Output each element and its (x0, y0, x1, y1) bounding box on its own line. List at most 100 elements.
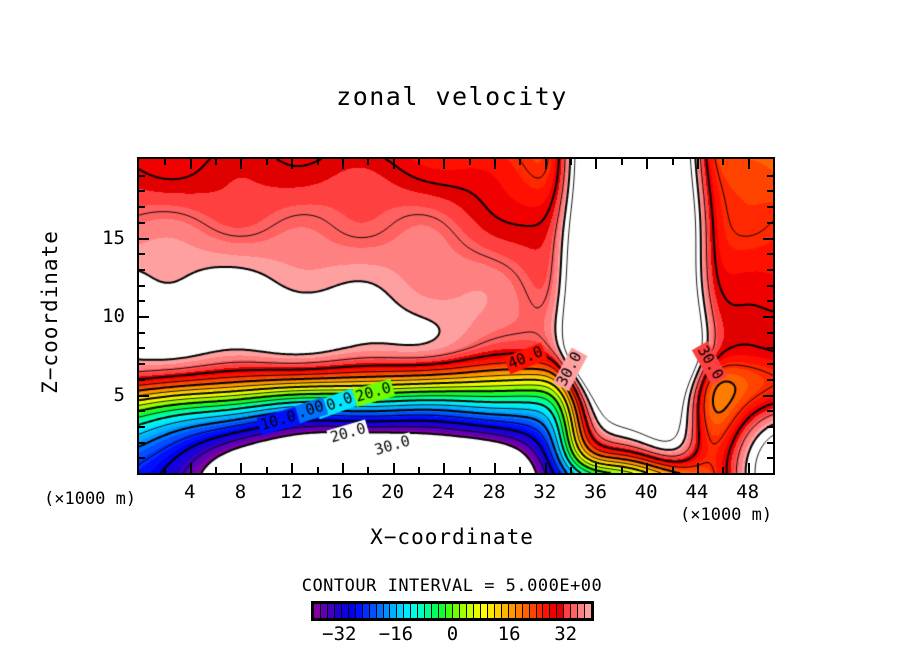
x-axis-minor-tick (671, 159, 674, 165)
x-axis-minor-tick (620, 467, 623, 473)
x-axis-tick (341, 463, 344, 473)
y-axis-minor-tick (767, 206, 773, 209)
x-axis-tick-label: 4 (183, 481, 196, 503)
y-axis-tick-label: 15 (102, 226, 125, 249)
page-title: zonal velocity (336, 82, 568, 111)
colorbar-segment (536, 604, 544, 618)
x-axis-tick (240, 159, 243, 169)
y-axis-tick (139, 316, 149, 318)
colorbar-segment (453, 604, 461, 618)
x-axis-minor-tick (265, 159, 268, 165)
colorbar-segment (439, 604, 447, 618)
colorbar-segment (480, 604, 488, 618)
colorbar (311, 601, 594, 621)
colorbar-gradient (314, 604, 592, 618)
x-axis-tick (392, 159, 395, 169)
x-axis-minor-tick (519, 467, 522, 473)
y-axis-minor-tick (767, 331, 773, 334)
x-axis-tick-label: 32 (533, 481, 557, 503)
y-axis-minor-tick (139, 410, 145, 413)
x-axis-tick (443, 463, 446, 473)
x-axis-minor-tick (773, 159, 775, 165)
y-axis-minor-tick (767, 363, 773, 366)
colorbar-segment (327, 604, 335, 618)
x-axis-tick-label: 20 (381, 481, 405, 503)
contour-plot-area (137, 157, 775, 475)
x-axis-unit-note-left: (×1000 m) (44, 489, 137, 509)
colorbar-segment (473, 604, 481, 618)
colorbar-segment (501, 604, 509, 618)
x-axis-minor-tick (417, 467, 420, 473)
x-axis-minor-tick (367, 159, 370, 165)
x-axis-tick-label: 44 (685, 481, 709, 503)
x-axis-minor-tick (164, 159, 167, 165)
colorbar-segment (397, 604, 405, 618)
y-axis-minor-tick (139, 363, 145, 366)
y-axis-minor-tick (139, 221, 145, 224)
colorbar-segment (341, 604, 349, 618)
colorbar-segment (557, 604, 565, 618)
x-axis-tick (240, 463, 243, 473)
colorbar-segment (460, 604, 467, 618)
colorbar-segment (418, 604, 426, 618)
colorbar-segment (334, 604, 342, 618)
x-axis-unit-note-right: (×1000 m) (680, 505, 773, 525)
colorbar-segment (355, 604, 363, 618)
y-axis-minor-tick (767, 268, 773, 271)
contour-interval-label: CONTOUR INTERVAL = 5.000E+00 (301, 576, 603, 596)
x-axis-tick (595, 159, 598, 169)
x-axis-tick (747, 159, 750, 169)
x-axis-minor-tick (773, 467, 775, 473)
colorbar-segment (487, 604, 495, 618)
y-axis-minor-tick (767, 221, 773, 224)
y-axis-minor-tick (139, 253, 145, 256)
y-axis-minor-tick (767, 441, 773, 444)
x-axis-minor-tick (367, 467, 370, 473)
x-axis-minor-tick (215, 159, 218, 165)
y-axis-minor-tick (767, 378, 773, 381)
y-axis-minor-tick (767, 300, 773, 303)
x-axis-tick (341, 159, 344, 169)
colorbar-segment (564, 604, 572, 618)
y-axis-minor-tick (139, 425, 145, 428)
colorbar-segment (515, 604, 523, 618)
colorbar-tick-label: −16 (378, 623, 414, 645)
colorbar-segment (578, 604, 586, 618)
y-axis-minor-tick (767, 174, 773, 177)
colorbar-segment (494, 604, 502, 618)
contour-field-canvas (139, 159, 773, 473)
colorbar-segment (314, 604, 321, 618)
x-axis-minor-tick (570, 159, 573, 165)
x-axis-tick (696, 463, 699, 473)
x-axis-minor-tick (570, 467, 573, 473)
x-axis-tick-label: 8 (234, 481, 247, 503)
x-axis-minor-tick (620, 159, 623, 165)
x-axis-minor-tick (265, 467, 268, 473)
x-axis-tick-label: 48 (736, 481, 760, 503)
x-axis-tick (544, 159, 547, 169)
colorbar-segment (425, 604, 433, 618)
x-axis-minor-tick (519, 159, 522, 165)
colorbar-segment (320, 604, 328, 618)
y-axis-tick-label: 10 (102, 305, 125, 327)
x-axis-tick (646, 463, 649, 473)
x-axis-tick (189, 159, 192, 169)
x-axis-tick (747, 463, 750, 473)
colorbar-segment (376, 604, 384, 618)
colorbar-tick-label: 32 (554, 623, 578, 645)
x-axis-tick (392, 463, 395, 473)
y-axis-minor-tick (767, 410, 773, 413)
y-axis-minor-tick (139, 174, 145, 177)
x-axis-tick-label: 40 (634, 481, 658, 503)
y-axis-minor-tick (139, 206, 145, 209)
x-axis-minor-tick (722, 159, 725, 165)
x-axis-tick-label: 24 (431, 481, 455, 503)
x-axis-tick (646, 159, 649, 169)
colorbar-segment (550, 604, 558, 618)
x-axis-minor-tick (164, 467, 167, 473)
x-axis-tick (696, 159, 699, 169)
x-axis-minor-tick (316, 467, 319, 473)
y-axis-tick (763, 316, 773, 318)
colorbar-segment (585, 604, 592, 618)
